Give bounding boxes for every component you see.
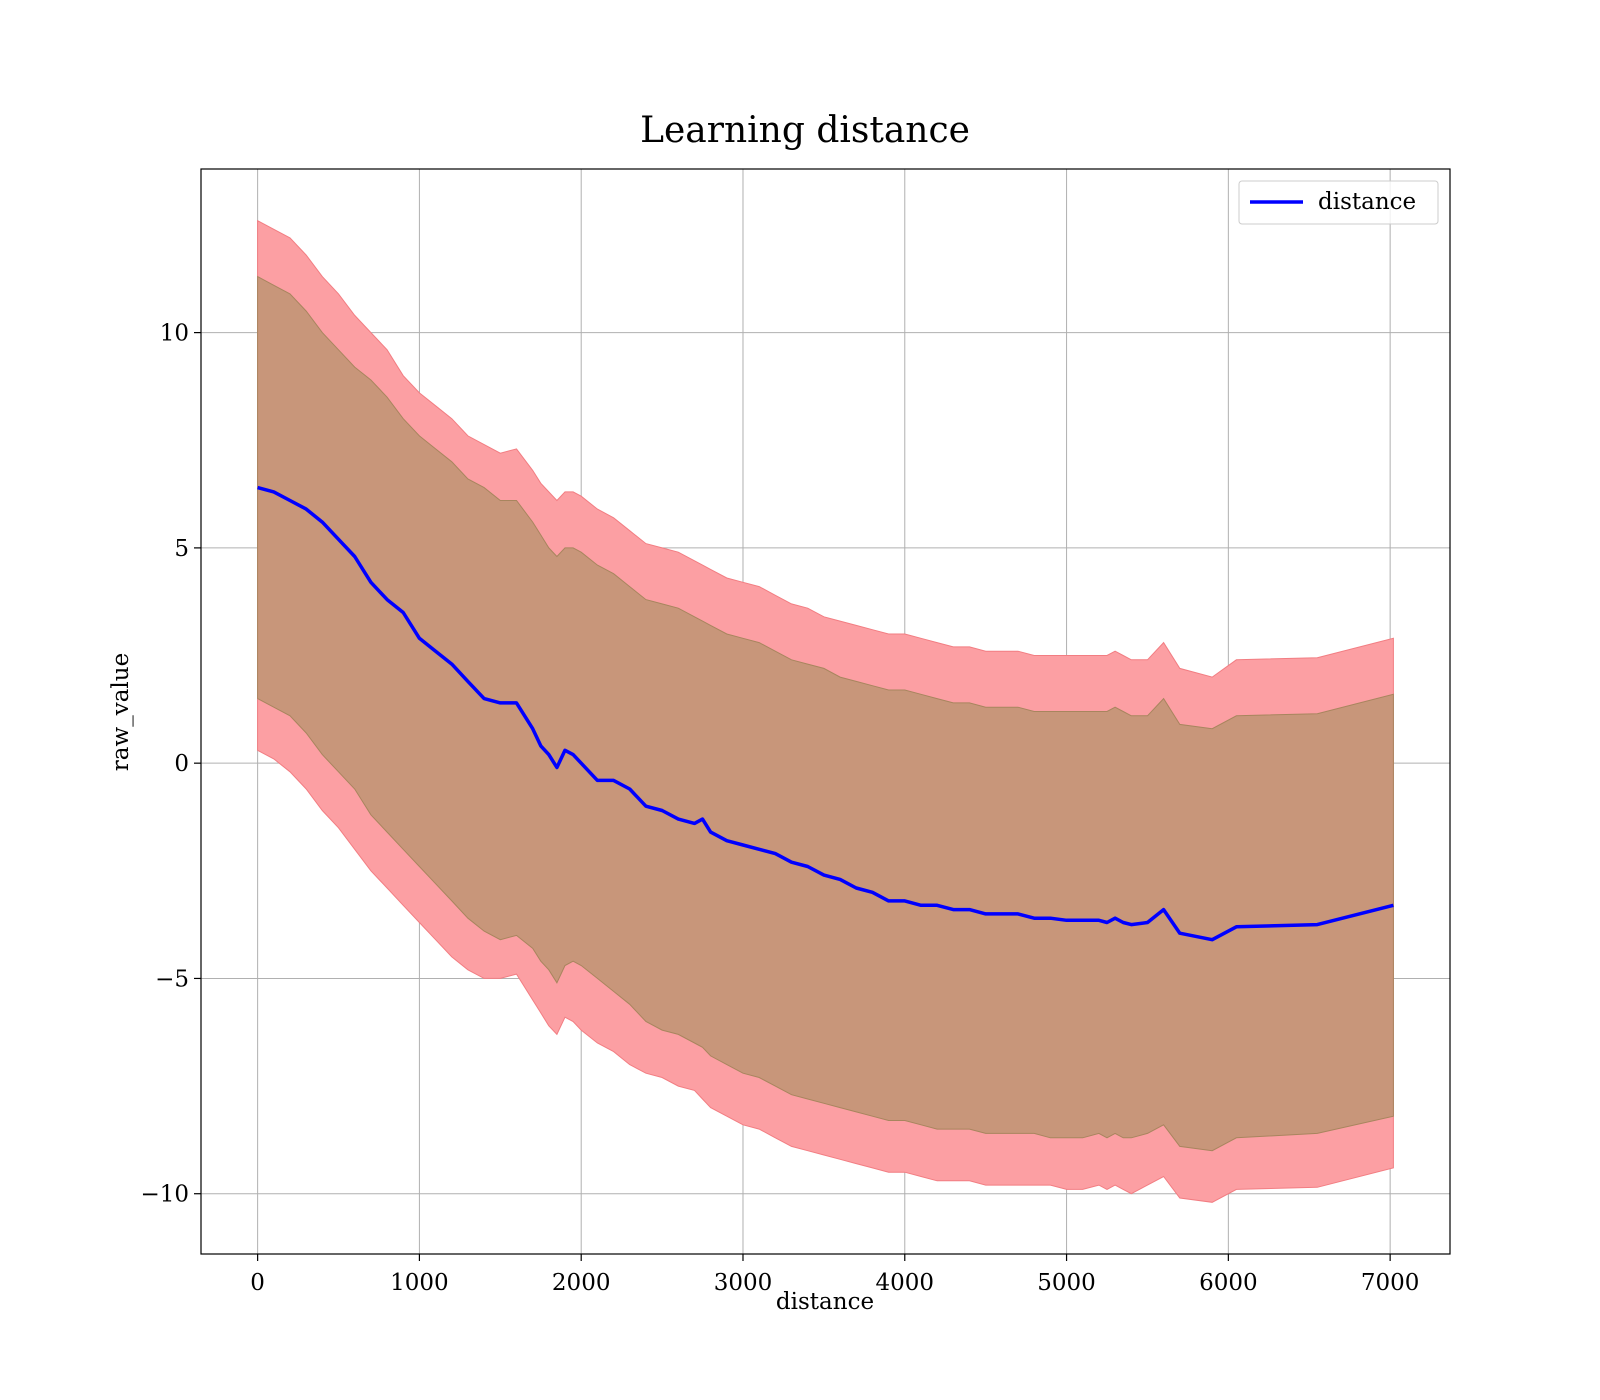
x-axis-label: distance [776, 1289, 874, 1315]
y-tick-label: −10 [140, 1182, 189, 1208]
y-axis-ticks: −10 −5 0 5 10 [140, 321, 201, 1208]
x-tick-label: 0 [250, 1270, 265, 1296]
x-tick-label: 3000 [714, 1270, 773, 1296]
x-tick-label: 1000 [390, 1270, 449, 1296]
y-axis-label: raw_value [108, 653, 134, 771]
x-tick-label: 2000 [552, 1270, 611, 1296]
legend-entry-distance: distance [1318, 189, 1416, 215]
x-axis-ticks: 0 1000 2000 3000 4000 5000 6000 7000 [250, 1254, 1419, 1296]
y-tick-label: 0 [174, 751, 189, 777]
legend: distance [1238, 180, 1439, 225]
inner-band-area [257, 275, 1394, 1152]
y-tick-label: −5 [155, 966, 189, 992]
y-tick-label: 5 [174, 536, 189, 562]
series-lines [257, 485, 1394, 942]
confidence-bands [257, 219, 1394, 1203]
plot-area [200, 168, 1451, 1255]
x-tick-label: 6000 [1199, 1270, 1258, 1296]
y-tick-label: 10 [160, 321, 189, 347]
chart-title: Learning distance [640, 110, 970, 151]
x-tick-label: 5000 [1037, 1270, 1096, 1296]
plot-frame [200, 168, 1451, 1255]
x-tick-label: 4000 [876, 1270, 935, 1296]
distance-series-line [257, 485, 1394, 942]
legend-box [1238, 180, 1439, 225]
x-tick-label: 7000 [1361, 1270, 1420, 1296]
